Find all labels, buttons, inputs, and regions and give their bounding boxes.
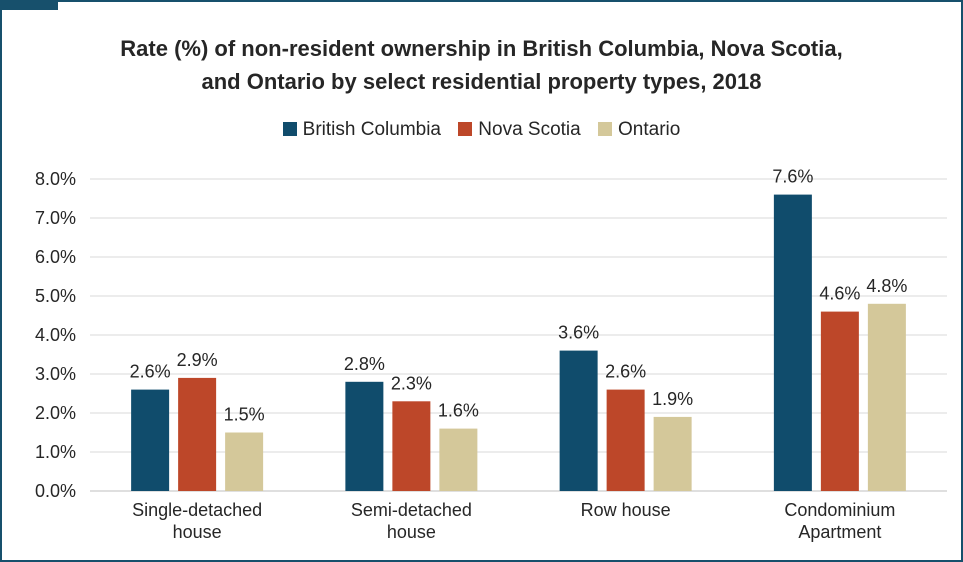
legend-swatch-british-columbia [282, 122, 297, 136]
legend-item-ontario: Ontario [598, 119, 680, 141]
data-label: 1.6% [438, 401, 479, 421]
legend-label-british-columbia: British Columbia [302, 119, 441, 140]
bar [820, 311, 859, 491]
legend: British Columbia Nova Scotia Ontario [2, 119, 961, 141]
legend-item-nova-scotia: Nova Scotia [458, 119, 581, 141]
y-tick-label: 3.0% [35, 364, 76, 384]
legend-label-ontario: Ontario [618, 119, 681, 140]
legend-swatch-nova-scotia [458, 122, 473, 136]
x-tick-label: Row house [581, 500, 671, 520]
data-label: 4.8% [866, 276, 907, 296]
bar [606, 389, 645, 491]
bar [653, 416, 692, 491]
chart-title-line-2: and Ontario by select residential proper… [201, 69, 762, 94]
chart-title: Rate (%) of non-resident ownership in Br… [2, 32, 961, 98]
data-label: 1.5% [224, 405, 265, 425]
bar [773, 194, 812, 491]
chart-title-line-1: Rate (%) of non-resident ownership in Br… [120, 36, 843, 61]
y-tick-label: 6.0% [35, 247, 76, 267]
bar [131, 389, 170, 491]
y-tick-label: 8.0% [35, 169, 76, 189]
data-label: 2.6% [605, 362, 646, 382]
y-tick-label: 2.0% [35, 403, 76, 423]
x-tick-label: Apartment [798, 522, 881, 542]
bar [559, 350, 598, 491]
bar [225, 432, 264, 491]
x-tick-label: Semi-detached [351, 500, 472, 520]
x-tick-label: house [173, 522, 222, 542]
corner-tab [2, 2, 58, 10]
data-label: 7.6% [772, 167, 813, 187]
bar [867, 303, 906, 491]
data-label: 1.9% [652, 389, 693, 409]
x-tick-label: Single-detached [132, 500, 262, 520]
x-tick-label: house [387, 522, 436, 542]
bar [392, 401, 431, 491]
data-label: 2.8% [344, 354, 385, 374]
y-tick-label: 0.0% [35, 481, 76, 501]
y-tick-label: 5.0% [35, 286, 76, 306]
legend-swatch-ontario [598, 122, 613, 136]
y-tick-label: 7.0% [35, 208, 76, 228]
x-tick-label: Condominium [784, 500, 895, 520]
y-tick-label: 1.0% [35, 442, 76, 462]
data-label: 2.9% [177, 350, 218, 370]
bar [439, 428, 478, 491]
data-label: 3.6% [558, 323, 599, 343]
legend-item-british-columbia: British Columbia [282, 119, 441, 141]
legend-label-nova-scotia: Nova Scotia [478, 119, 581, 140]
data-label: 2.3% [391, 373, 432, 393]
data-label: 2.6% [130, 362, 171, 382]
y-tick-label: 4.0% [35, 325, 76, 345]
bar [178, 377, 217, 491]
bar [345, 381, 384, 491]
data-label: 4.6% [819, 284, 860, 304]
